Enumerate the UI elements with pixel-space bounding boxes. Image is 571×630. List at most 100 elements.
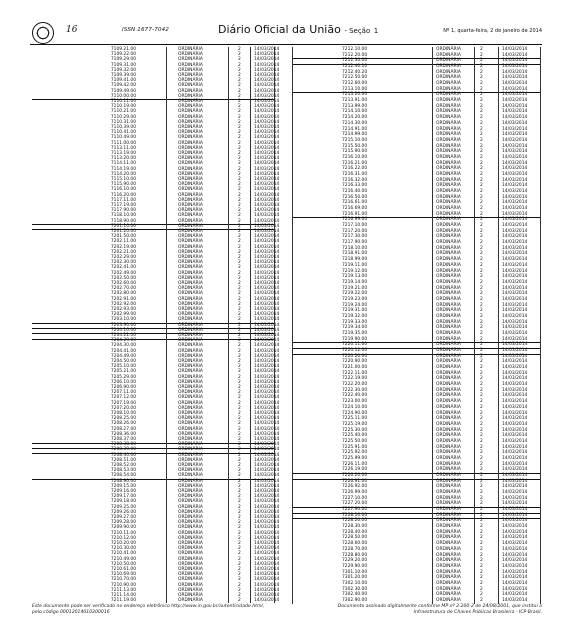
regime-cell: ORDINÁRIA xyxy=(436,427,461,433)
table-row: 7117.19.00 ORDINÁRIA 2 14/03/2014 xyxy=(32,203,279,209)
aliquot-cell: 2 xyxy=(238,161,241,167)
ncm-code: 7203.10.00 xyxy=(110,317,136,323)
table-row: 7208.10.00 ORDINÁRIA 2 14/03/2014 xyxy=(32,411,279,417)
ncm-code: 7208.27.00 xyxy=(110,426,136,432)
ncm-code: 7228.60.00 xyxy=(342,541,368,547)
date-cell: 14/03/2014 xyxy=(502,501,528,507)
regime-cell: ORDINÁRIA xyxy=(436,467,461,473)
aliquot-cell: 2 xyxy=(238,317,241,323)
ncm-code: 7214.20.00 xyxy=(342,115,368,121)
regime-cell: ORDINÁRIA xyxy=(178,478,203,484)
date-cell: 14/03/2014 xyxy=(254,499,280,505)
regime-cell: ORDINÁRIA xyxy=(436,433,461,439)
date-cell: 14/03/2014 xyxy=(502,421,528,427)
aliquot-cell: 2 xyxy=(238,62,241,68)
regime-cell: ORDINÁRIA xyxy=(436,404,461,410)
table-row: 7113.19.00 ORDINÁRIA 2 14/03/2014 xyxy=(32,151,279,157)
regime-cell: ORDINÁRIA xyxy=(178,483,203,489)
table-row: 7214.99.00 ORDINÁRIA 2 14/03/2014 xyxy=(292,132,540,138)
ncm-code: 7302.40.00 xyxy=(342,592,368,598)
ncm-code: 7222.30.00 xyxy=(342,387,368,393)
regime-cell: ORDINÁRIA xyxy=(178,369,203,375)
ncm-code: 7217.30.00 xyxy=(342,234,368,240)
date-cell: 14/03/2014 xyxy=(502,359,528,365)
date-cell: 14/03/2014 xyxy=(254,431,280,437)
date-cell: 14/03/2014 xyxy=(502,370,528,376)
aliquot-cell: 2 xyxy=(238,593,241,598)
column-divider xyxy=(292,47,293,604)
ncm-code: 7210.50.00 xyxy=(110,561,136,567)
regime-cell: ORDINÁRIA xyxy=(436,444,461,450)
issn: ISSN 1677-7042 xyxy=(122,27,170,33)
date-cell: 14/03/2014 xyxy=(502,455,528,461)
ncm-code: 7228.10.00 xyxy=(342,512,368,518)
table-row: 7210.70.00 ORDINÁRIA 2 14/03/2014 xyxy=(32,577,279,583)
table-row: 7224.90.00 ORDINÁRIA 2 14/03/2014 xyxy=(292,411,540,417)
ncm-code: 7216.32.00 xyxy=(342,177,368,183)
ncm-code: 7210.20.00 xyxy=(110,541,136,546)
date-cell: 14/03/2014 xyxy=(254,93,280,99)
date-cell: 14/03/2014 xyxy=(254,473,280,479)
ncm-code: 7210.90.00 xyxy=(110,582,136,588)
table-row: 7212.40.10 ORDINÁRIA 2 14/03/2014 xyxy=(292,64,540,70)
date-cell: 14/03/2014 xyxy=(254,509,280,515)
date-cell: 14/03/2014 xyxy=(502,495,528,501)
ncm-code: 7225.30.00 xyxy=(342,427,368,433)
aliquot-cell: 2 xyxy=(238,452,241,458)
table-row: 7109.22.00 ORDINÁRIA 2 14/03/2014 xyxy=(32,52,279,58)
table-row: 7228.10.00 ORDINÁRIA 2 14/03/2014 xyxy=(292,513,540,520)
ncm-code: 7209.26.00 xyxy=(110,509,136,515)
aliquot-cell: 2 xyxy=(480,563,483,569)
table-row: 7216.21.00 ORDINÁRIA 2 14/03/2014 xyxy=(292,161,540,167)
date-cell: 14/03/2014 xyxy=(254,359,280,364)
date-cell: 14/03/2014 xyxy=(254,515,280,520)
regime-cell: ORDINÁRIA xyxy=(436,86,461,92)
table-row: 7220.20.00 ORDINÁRIA 2 14/03/2014 xyxy=(292,354,540,360)
aliquot-cell: 2 xyxy=(480,308,483,314)
table-row: 7218.10.00 ORDINÁRIA 2 14/03/2014 xyxy=(292,246,540,252)
date-cell: 14/03/2014 xyxy=(254,483,280,489)
date-cell: 14/03/2014 xyxy=(254,338,280,344)
date-cell: 14/03/2014 xyxy=(254,244,280,250)
table-row: 7208.52.00 ORDINÁRIA 2 14/03/2014 xyxy=(32,463,279,469)
regime-cell: ORDINÁRIA xyxy=(178,561,203,567)
ncm-code: 7202.11.00 xyxy=(110,239,136,245)
aliquot-cell: 2 xyxy=(238,197,241,203)
regime-cell: ORDINÁRIA xyxy=(436,597,461,603)
table-row: 7219.34.00 ORDINÁRIA 2 14/03/2014 xyxy=(292,325,540,331)
ncm-code: 7202.80.00 xyxy=(110,291,136,297)
table-row: 7225.99.00 ORDINÁRIA 2 14/03/2014 xyxy=(292,456,540,462)
aliquot-cell: 2 xyxy=(480,490,483,496)
date-cell: 14/03/2014 xyxy=(502,137,528,143)
aliquot-cell: 2 xyxy=(480,296,483,302)
table-row: 7210.41.00 ORDINÁRIA 2 14/03/2014 xyxy=(32,551,279,557)
table-row: 7217.90.00 ORDINÁRIA 2 14/03/2014 xyxy=(292,240,540,246)
regime-cell: ORDINÁRIA xyxy=(178,437,203,442)
date-cell: 14/03/2014 xyxy=(254,281,280,286)
table-row: 7114.11.00 ORDINÁRIA 2 14/03/2014 xyxy=(32,161,279,167)
aliquot-cell: 2 xyxy=(480,194,483,200)
ncm-code: 7219.22.00 xyxy=(342,291,368,297)
ncm-code: 7210.41.00 xyxy=(110,551,136,557)
ncm-code: 7204.49.00 xyxy=(110,353,136,359)
regime-cell: ORDINÁRIA xyxy=(178,151,203,156)
date-cell: 14/03/2014 xyxy=(502,92,528,98)
table-row: 7219.35.00 ORDINÁRIA 2 14/03/2014 xyxy=(292,331,540,337)
date-cell: 14/03/2014 xyxy=(502,416,528,422)
regime-cell: ORDINÁRIA xyxy=(436,223,461,229)
aliquot-cell: 2 xyxy=(480,200,483,206)
ncm-code: 7215.90.00 xyxy=(342,149,368,155)
regime-cell: ORDINÁRIA xyxy=(436,279,461,285)
aliquot-cell: 2 xyxy=(480,495,483,501)
table-row: 7229.90.00 ORDINÁRIA 2 14/03/2014 xyxy=(292,564,540,570)
regime-cell: ORDINÁRIA xyxy=(178,556,203,562)
aliquot-cell: 2 xyxy=(480,353,483,359)
regime-cell: ORDINÁRIA xyxy=(436,535,461,541)
date-cell: 14/03/2014 xyxy=(254,291,280,297)
table-row: 7205.10.00 ORDINÁRIA 2 14/03/2014 xyxy=(32,364,279,370)
aliquot-cell: 2 xyxy=(238,442,241,448)
date-cell: 14/03/2014 xyxy=(502,251,528,257)
regime-cell: ORDINÁRIA xyxy=(436,461,461,467)
aliquot-cell: 2 xyxy=(480,177,483,183)
date-cell: 14/03/2014 xyxy=(254,452,280,458)
